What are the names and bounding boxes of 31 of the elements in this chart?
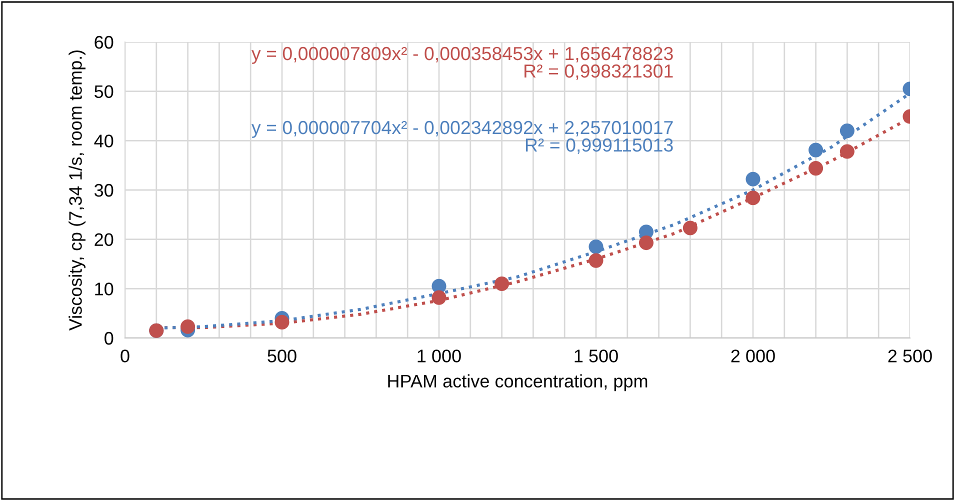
point (746, 190, 760, 206)
point (588, 239, 604, 254)
x-tick-label: 1 500 (574, 350, 618, 362)
point (588, 253, 604, 268)
annotation: y = 0,000007809x² - 0,000358453x + 1,656478823 R² = 0,998321301 (252, 46, 673, 80)
y-tick-label: 40 (94, 134, 114, 148)
point (682, 220, 698, 236)
x-tick-label: 2 000 (731, 350, 775, 362)
annotation: y = 0,000007704x² - 0,002342892x + 2,257010017 R² = 0,999115013 (252, 120, 673, 154)
point (840, 124, 854, 138)
point (274, 314, 290, 330)
y-tick-label: 30 (94, 184, 114, 197)
y-axis-title: Viscosity, cp (7,34 1/s, room temp.) (68, 50, 86, 331)
x-tick-label: 1 000 (418, 350, 461, 362)
point (494, 276, 510, 292)
x-axis-title: HPAM active concentration, ppm (388, 374, 648, 392)
y-tick-label: 0 (104, 332, 114, 345)
point (746, 172, 760, 186)
point (808, 161, 824, 176)
point (808, 142, 824, 158)
point (432, 290, 446, 305)
point (840, 144, 854, 159)
point (180, 319, 196, 334)
x-tick-label: 500 (268, 350, 296, 362)
y-tick-label: 20 (94, 233, 114, 246)
point (638, 236, 654, 250)
x-tick-label: 2 500 (888, 350, 932, 362)
y-tick-label: 60 (94, 36, 114, 49)
y-tick-label: 50 (94, 85, 114, 98)
x-tick-label: 0 (120, 350, 130, 362)
y-tick-label: 10 (95, 282, 114, 296)
